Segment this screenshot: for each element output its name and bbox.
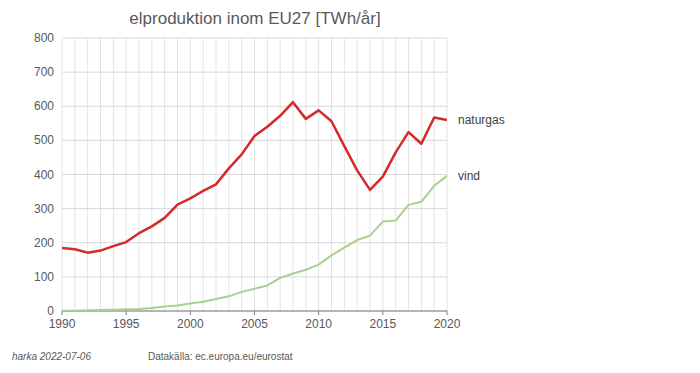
plot-area	[62, 102, 447, 311]
x-tick	[190, 311, 191, 315]
grid-line-y	[62, 276, 447, 277]
y-tick-label: 700	[34, 65, 54, 79]
y-tick-label: 600	[34, 99, 54, 113]
y-tick-label: 800	[34, 31, 54, 45]
x-tick-label: 1995	[113, 317, 140, 331]
x-tick-label: 2005	[241, 317, 268, 331]
grid-line-y	[62, 174, 447, 175]
series-line	[62, 176, 447, 311]
x-tick	[126, 311, 127, 315]
title: elproduktion inom EU27 [TWh/år]	[129, 9, 380, 28]
series-label: vind	[458, 169, 480, 183]
x-tick	[62, 311, 63, 315]
annotation: harka 2022-07-06	[12, 351, 91, 362]
y-tick-label: 200	[34, 236, 54, 250]
series-line	[62, 102, 447, 252]
y-tick-label: 500	[34, 133, 54, 147]
y-tick-label: 100	[34, 270, 54, 284]
annotation: Datakälla: ec.europa.eu/eurostat	[148, 351, 293, 362]
series-label: naturgas	[458, 113, 505, 127]
x-tick	[382, 311, 383, 315]
x-tick	[447, 311, 448, 315]
chart: elproduktion inom EU27 [TWh/år] 0 100 200 30…	[0, 0, 700, 373]
y-tick-label: 300	[34, 202, 54, 216]
x-tick-label: 2015	[369, 317, 396, 331]
x-tick-label: 1990	[49, 317, 76, 331]
grid-line-y	[62, 140, 447, 141]
x-tick	[318, 311, 319, 315]
grid-line-y	[62, 72, 447, 73]
grid-line-y	[62, 106, 447, 107]
grid-line-y	[62, 208, 447, 209]
y-tick-label: 400	[34, 168, 54, 182]
x-tick	[254, 311, 255, 315]
x-tick-label: 2000	[177, 317, 204, 331]
x-tick-label: 2020	[434, 317, 461, 331]
x-tick-label: 2010	[305, 317, 332, 331]
y-tick-label: 0	[47, 304, 54, 318]
grid-line-y	[62, 38, 447, 39]
